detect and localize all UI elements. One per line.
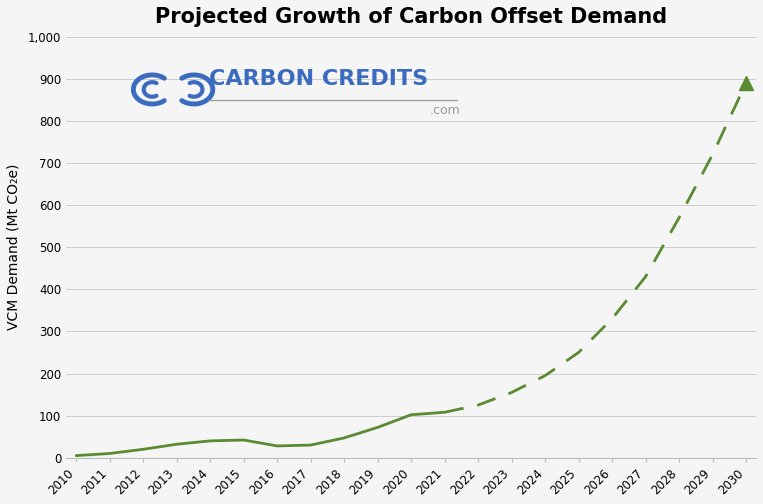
Title: Projected Growth of Carbon Offset Demand: Projected Growth of Carbon Offset Demand xyxy=(155,7,667,27)
Y-axis label: VCM Demand (Mt CO₂e): VCM Demand (Mt CO₂e) xyxy=(7,164,21,331)
Text: CARBON CREDITS: CARBON CREDITS xyxy=(209,69,428,89)
Text: .com: .com xyxy=(430,104,460,117)
